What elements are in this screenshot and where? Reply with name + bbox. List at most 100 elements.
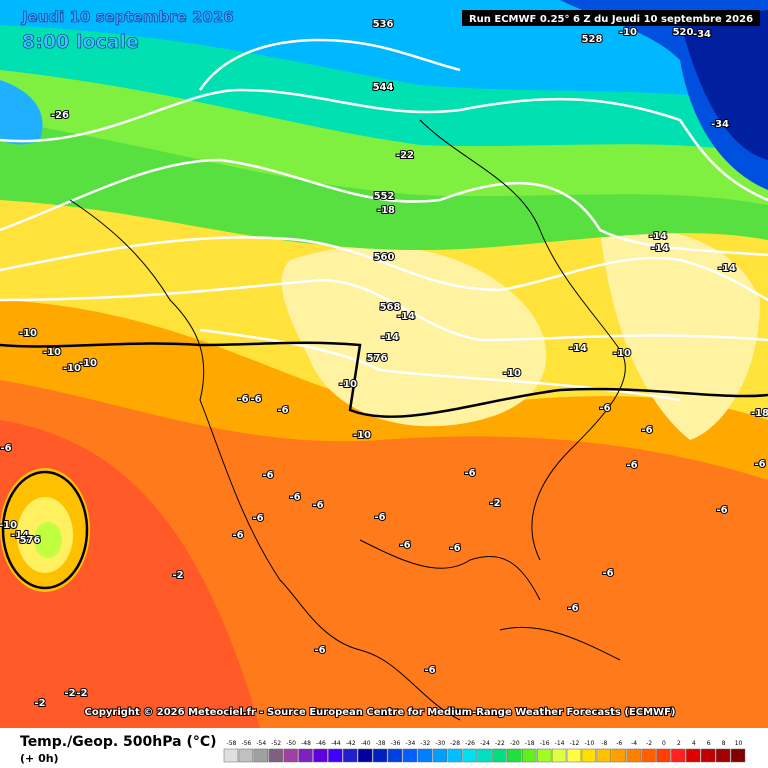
temperature-label: -6 [399,540,410,551]
scale-label: -20 [510,740,520,747]
scale-swatch [462,748,477,763]
temperature-label: -6 [250,394,261,405]
temperature-label: -26 [51,110,69,121]
temperature-label: -2 [489,498,500,509]
temperature-label: -10 [43,347,61,358]
geopotential-label: 576 [20,535,41,546]
temperature-label: -6 [626,460,637,471]
run-box [462,10,760,26]
run-title: Run ECMWF 0.25° 6 Z du Jeudi 10 septembr… [469,14,753,25]
scale-swatch [238,748,254,763]
zero-isotherm [0,341,768,590]
temperature-label: -10 [353,430,371,441]
scale-swatch [671,748,686,763]
temperature-label: -6 [716,505,727,516]
temperature-label: -10 [503,368,521,379]
scale-swatch [522,748,537,763]
scale-swatch [417,748,433,763]
legend-lead: (+ 0h) [20,752,59,765]
scale-swatch [686,748,701,763]
scale-label: -14 [555,740,565,747]
scale-label: -26 [465,740,475,747]
temperature-label: -10 [339,379,357,390]
temperature-label: -6 [602,568,613,579]
temperature-label: -6 [449,543,460,554]
scale-swatch [268,748,283,763]
scale-swatch [492,748,507,763]
geopotential-label: 576 [367,353,388,364]
temperature-label: -6 [289,492,300,503]
scale-label: -44 [331,740,341,747]
scale-swatch [566,748,582,763]
scale-swatch [701,748,716,763]
scale-swatch [611,748,626,763]
scale-swatch [581,748,597,763]
time-title: 8:00 locale [22,31,139,53]
temperature-label: -6 [232,530,243,541]
geopotential-label: 544 [373,82,394,93]
temperature-label: -14 [381,332,399,343]
scale-swatch [551,748,567,763]
temperature-label: -6 [262,470,273,481]
scale-swatch [507,748,522,763]
map-labels: -26-22-18-14-14-10-10-6 -6-6-10-10-10-10-… [0,18,768,710]
geopotential-label: 568 [380,302,401,313]
temperature-label: -34 [693,29,711,40]
scale-label: -16 [540,740,550,747]
temperature-label: -2 [172,570,183,581]
temperature-label: -6 [567,603,578,614]
scale-swatch [313,748,328,763]
date-title: Jeudi 10 septembre 2026 [21,8,234,26]
geopotential-contours [0,38,768,402]
scale-label: -36 [391,740,401,747]
scale-swatch [447,748,462,763]
temperature-label: -14 [397,311,415,322]
scale-label: -46 [316,740,326,747]
temperature-label: -10 [79,358,97,369]
scale-label: -28 [450,740,460,747]
copyright: Copyright © 2026 Meteociel.fr - Source E… [85,707,676,718]
scale-swatch [372,748,388,763]
temperature-label: -2 [34,698,45,709]
scale-swatch [641,748,656,763]
scale-label: 2 [677,740,681,747]
color-scale: -58 -56 -54 -52 -50 -48 -46 -44 -42 -40 -38 -36 -34-… [223,740,746,763]
scale-label: -10 [584,740,594,747]
scale-swatch [536,748,552,763]
temperature-label: -6 [314,645,325,656]
scale-label: -54 [256,740,266,747]
scale-swatch [626,748,641,763]
scale-swatch [715,748,731,763]
geopotential-label: 560 [374,252,395,263]
temperature-label: -14 [11,530,29,541]
scale-swatch [596,748,612,763]
scale-label: -52 [271,740,281,747]
scale-swatch [357,748,373,763]
scale-swatch [328,748,343,763]
temperature-label: -6 [464,468,475,479]
scale-label: 0 [662,740,666,747]
scale-swatch [656,748,671,763]
scale-label: -22 [495,740,505,747]
scale-label: -48 [301,740,311,747]
scale-label: -8 [601,740,607,747]
scale-label: -6 [616,740,622,747]
temperature-label: -14 [651,243,669,254]
scale-swatch [432,748,447,763]
temperature-label: -6 [374,512,385,523]
scale-label: -30 [435,740,445,747]
temperature-label: -2 [64,688,75,699]
scale-swatch [477,748,492,763]
temperature-label: -10 [0,520,17,531]
temperature-label: -18 [751,408,768,419]
scale-swatch [253,748,268,763]
temperature-label: -6 [424,665,435,676]
scale-label: -32 [420,740,430,747]
scale-label: -58 [227,740,237,747]
scale-swatch [298,748,313,763]
scale-label: -34 [406,740,416,747]
map-background [0,0,768,728]
geopotential-label: 528 [582,34,603,45]
legend-title: Temp./Geop. 500hPa (°C) [20,734,217,750]
temperature-label: -6 [277,405,288,416]
